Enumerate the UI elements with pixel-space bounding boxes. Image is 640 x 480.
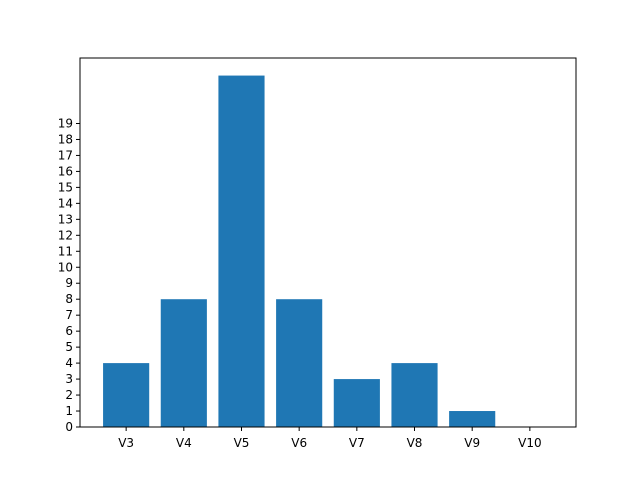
x-tick-label: V10 xyxy=(518,436,541,450)
x-tick-label: V9 xyxy=(464,436,480,450)
y-tick-label: 1 xyxy=(65,404,73,418)
x-tick-label: V8 xyxy=(407,436,423,450)
y-tick-label: 7 xyxy=(65,308,73,322)
y-tick-label: 12 xyxy=(58,228,73,242)
y-tick-label: 3 xyxy=(65,372,73,386)
y-tick-label: 9 xyxy=(65,276,73,290)
y-tick-label: 17 xyxy=(58,148,73,162)
bar-v8 xyxy=(391,363,438,427)
x-tick-label: V6 xyxy=(291,436,307,450)
y-tick-label: 18 xyxy=(58,132,73,146)
y-tick-label: 2 xyxy=(65,388,73,402)
y-tick-label: 13 xyxy=(58,212,73,226)
y-tick-label: 8 xyxy=(65,292,73,306)
y-tick-label: 0 xyxy=(65,420,73,434)
bar-v5 xyxy=(218,75,265,428)
y-tick-label: 6 xyxy=(65,324,73,338)
x-axis: V3 V4 V5 V6 V7 V8 V9 V10 xyxy=(118,427,542,450)
y-tick-label: 19 xyxy=(58,116,73,130)
y-tick-label: 10 xyxy=(58,260,73,274)
y-tick-label: 16 xyxy=(58,164,73,178)
x-tick-label: V4 xyxy=(176,436,192,450)
y-tick-label: 15 xyxy=(58,180,73,194)
y-tick-label: 5 xyxy=(65,340,73,354)
plot-frame xyxy=(79,57,577,428)
bar-v7 xyxy=(333,379,380,427)
x-tick-label: V3 xyxy=(118,436,134,450)
y-tick-label: 14 xyxy=(58,196,73,210)
bar-v4 xyxy=(160,299,207,427)
y-tick-label: 4 xyxy=(65,356,73,370)
bar-v6 xyxy=(276,299,323,427)
x-tick-label: V5 xyxy=(234,436,250,450)
y-tick-label: 11 xyxy=(58,244,73,258)
bar-v9 xyxy=(449,411,496,427)
bars-group xyxy=(103,75,496,428)
x-tick-label: V7 xyxy=(349,436,365,450)
bar-v3 xyxy=(103,363,150,427)
